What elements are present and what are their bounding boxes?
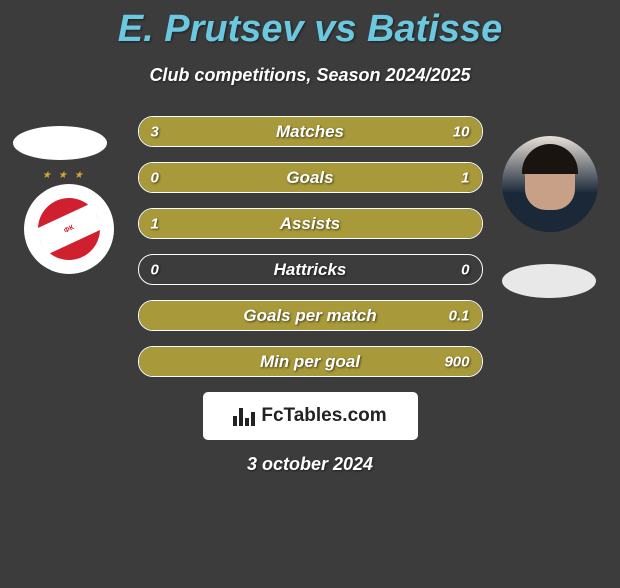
bar-chart-icon (233, 406, 255, 426)
subtitle: Club competitions, Season 2024/2025 (0, 65, 620, 86)
stat-right-value: 0.1 (449, 307, 470, 324)
stat-left-value: 3 (151, 123, 159, 140)
stat-bar: 3 Matches 10 (138, 116, 483, 147)
stat-right-value: 0 (461, 261, 469, 278)
star-icon: ★ (74, 170, 83, 181)
brand-text: FcTables.com (261, 405, 386, 427)
page-title: E. Prutsev vs Batisse (0, 8, 620, 51)
stat-left-value: 1 (151, 215, 159, 232)
stat-right-value: 900 (444, 353, 469, 370)
player-left-ellipse (13, 126, 107, 160)
star-icon: ★ (58, 170, 67, 181)
star-icon: ★ (42, 170, 51, 181)
stat-label: Goals per match (243, 306, 376, 326)
stat-bar: Goals per match 0.1 (138, 300, 483, 331)
stat-bar: 1 Assists (138, 208, 483, 239)
fctables-brand-badge: FcTables.com (203, 392, 418, 440)
stat-label: Min per goal (260, 352, 360, 372)
stat-left-value: 0 (151, 169, 159, 186)
stat-right-value: 10 (453, 123, 470, 140)
player-right-photo (502, 136, 598, 232)
stat-left-value: 0 (151, 261, 159, 278)
date-label: 3 october 2024 (0, 454, 620, 475)
player-right-ellipse (502, 264, 596, 298)
stat-label: Assists (280, 214, 340, 234)
stats-bars: 3 Matches 10 0 Goals 1 1 Assists 0 Hattricks 0 Goal… (138, 116, 483, 377)
player-left-club-badge: ★ ★ ★ ФК (24, 184, 114, 274)
stat-label: Goals (286, 168, 333, 188)
stat-label: Matches (276, 122, 344, 142)
stat-right-value: 1 (461, 169, 469, 186)
stat-label: Hattricks (274, 260, 347, 280)
stat-bar: 0 Goals 1 (138, 162, 483, 193)
stat-bar: 0 Hattricks 0 (138, 254, 483, 285)
badge-shield-icon: ФК (38, 198, 100, 260)
stat-bar: Min per goal 900 (138, 346, 483, 377)
